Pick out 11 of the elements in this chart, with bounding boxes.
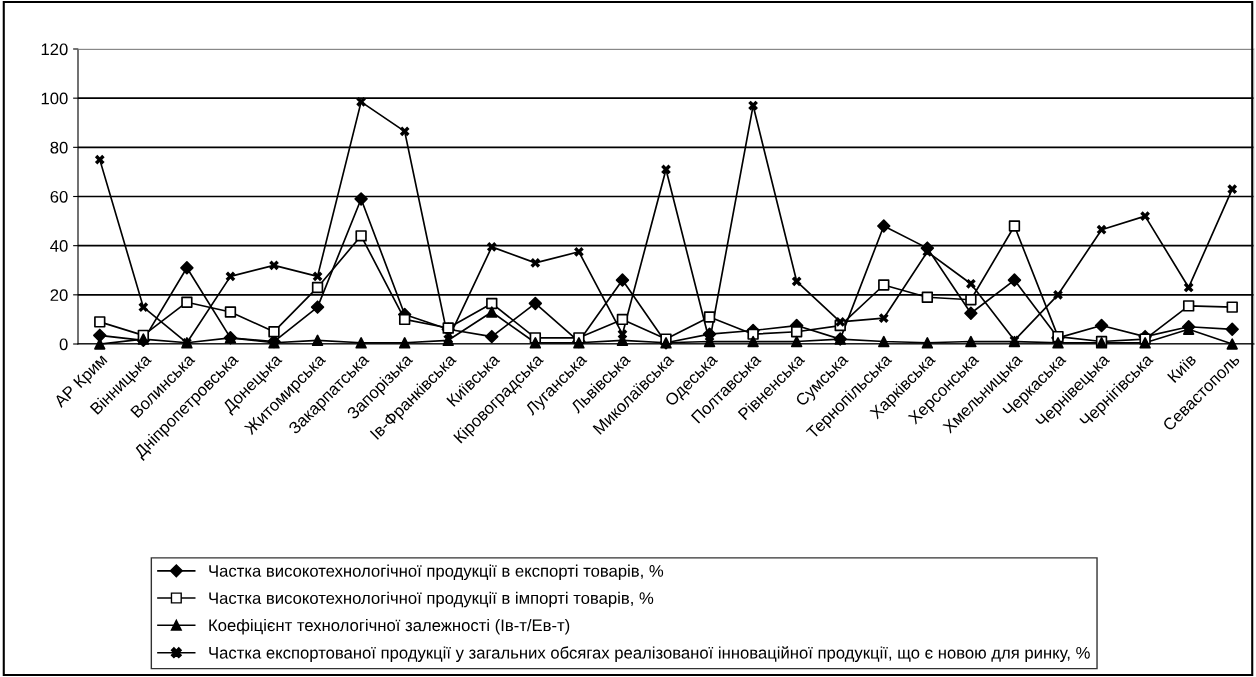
y-tick-label: 0 xyxy=(59,338,68,351)
legend-label: Частка експортованої продукції у загальних обсягах реалізованої інноваційної продукції, що є новою для ринку, % xyxy=(209,646,1090,662)
y-tick-label: 40 xyxy=(50,240,68,252)
legend-label: Частка високотехнологічної продукції в експорті товарів, % xyxy=(209,564,664,581)
y-tick-label: 20 xyxy=(50,289,68,302)
y-tick-label: 100 xyxy=(41,92,68,105)
legend-label: Коефіцієнт технологічної залежності (Ів-т/Ев-т) xyxy=(209,618,570,635)
legend-label: Частка високотехнологічної продукції в імпорті товарів, % xyxy=(209,591,654,608)
y-tick-label: 80 xyxy=(50,141,68,154)
y-tick-label: 60 xyxy=(50,190,68,203)
y-tick-label: 120 xyxy=(41,43,68,56)
